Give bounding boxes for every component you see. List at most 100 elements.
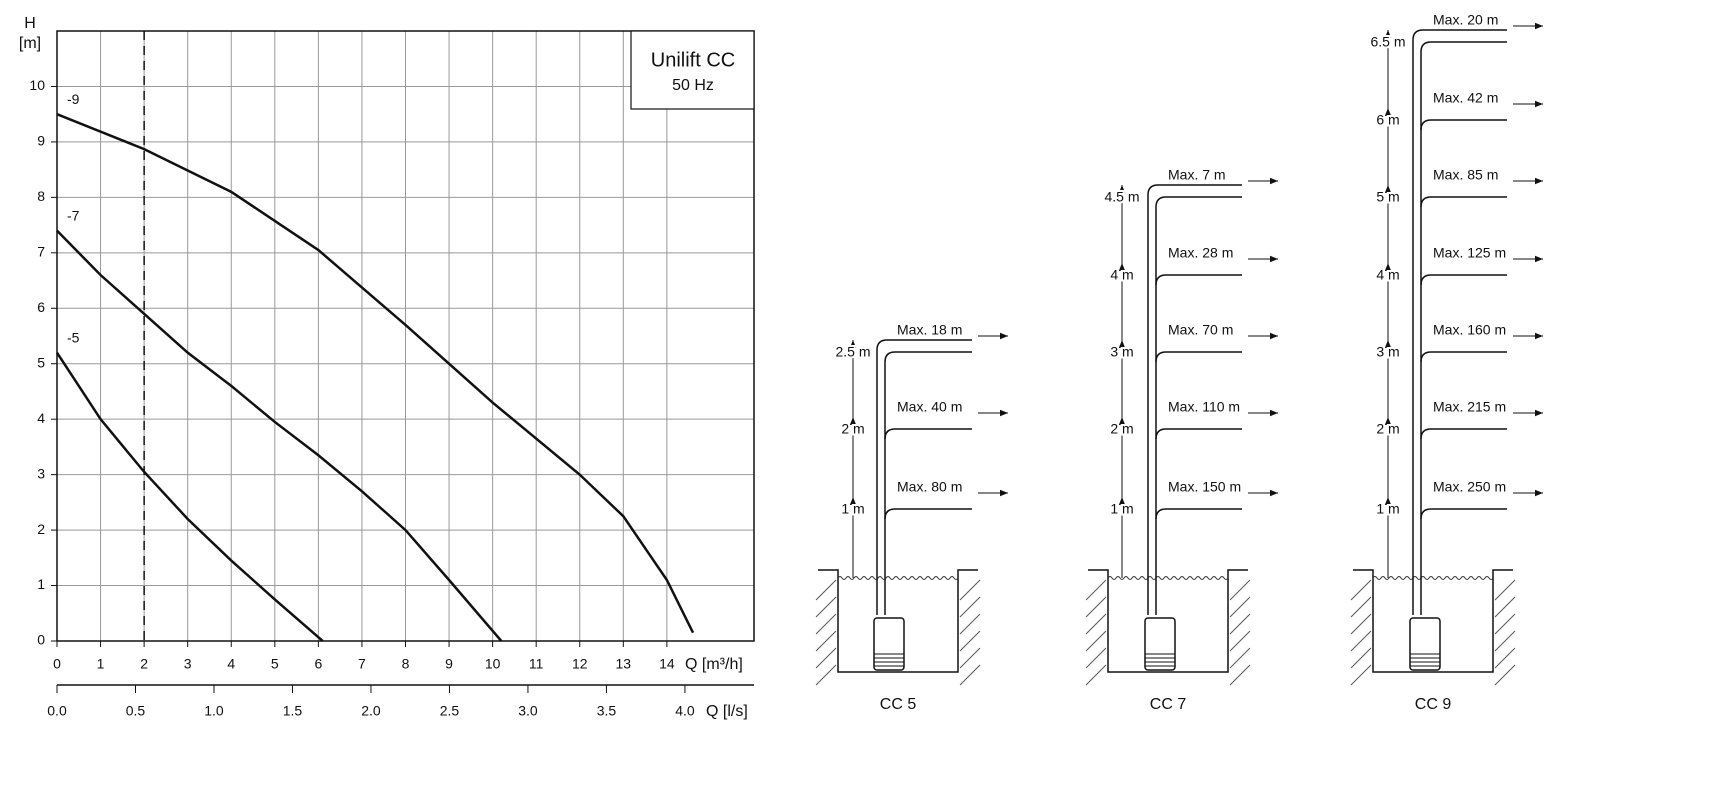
x2-tick-label: 0.0 (47, 703, 67, 719)
y-tick-label: 9 (37, 133, 45, 149)
hatch (1350, 613, 1372, 635)
y-tick-label: 7 (37, 244, 45, 260)
max-length-label: Max. 160 m (1433, 322, 1506, 338)
hatch (1085, 579, 1107, 601)
x-tick-label: 9 (445, 656, 453, 672)
pipe-branch (884, 428, 972, 440)
hatch (815, 579, 837, 601)
pipe-branch (1155, 508, 1242, 520)
hatch (815, 613, 837, 635)
x2-tick-label: 2.5 (440, 703, 460, 719)
hatch (1229, 613, 1251, 635)
x2-tick-label: 2.0 (361, 703, 381, 719)
height-label: 2.5 m (835, 344, 870, 360)
height-label: 1 m (1110, 501, 1133, 517)
y-axis-unit: [m] (19, 35, 41, 52)
y-tick-label: 8 (37, 188, 45, 204)
height-label: 2 m (1376, 421, 1399, 437)
max-length-label: Max. 7 m (1168, 167, 1226, 183)
max-length-label: Max. 28 m (1168, 245, 1233, 261)
hatch (1350, 630, 1372, 652)
curve-label: -7 (67, 207, 80, 223)
pipe-branch (1420, 351, 1507, 363)
max-length-label: Max. 42 m (1433, 90, 1498, 106)
pipe-branch (1420, 508, 1507, 520)
curve (56, 229, 503, 642)
max-length-label: Max. 125 m (1433, 245, 1506, 261)
diagram-label: CC 7 (1150, 696, 1187, 713)
hatch (959, 596, 981, 618)
pit (1088, 569, 1248, 673)
hatch (815, 630, 837, 652)
hatch (1085, 647, 1107, 669)
x-tick-label: 2 (140, 656, 148, 672)
height-label: 3 m (1110, 344, 1133, 360)
y-tick-label: 0 (37, 632, 45, 648)
legend-subtitle: 50 Hz (672, 77, 714, 94)
x-tick-label: 13 (616, 656, 632, 672)
max-length-label: Max. 40 m (897, 399, 962, 415)
y-tick-label: 1 (37, 576, 45, 592)
max-length-label: Max. 250 m (1433, 479, 1506, 495)
hatch (959, 664, 981, 686)
x2-tick-label: 1.5 (283, 703, 303, 719)
x-tick-label: 8 (402, 656, 410, 672)
pump (873, 617, 905, 671)
x-tick-label: 5 (271, 656, 279, 672)
hatch (1229, 664, 1251, 686)
x-tick-label: 0 (53, 656, 61, 672)
x2-tick-label: 3.0 (518, 703, 538, 719)
hatch (1350, 596, 1372, 618)
pipe-branch (1155, 274, 1242, 286)
hatch (1085, 664, 1107, 686)
pit (818, 569, 978, 673)
diagram-label: CC 5 (880, 696, 917, 713)
hatch (1494, 664, 1516, 686)
max-length-label: Max. 20 m (1433, 12, 1498, 28)
hatch (1350, 664, 1372, 686)
hatch (1085, 596, 1107, 618)
x2-tick-label: 4.0 (675, 703, 695, 719)
y-axis-label: H (24, 15, 36, 32)
legend-title: Unilift CC (651, 49, 735, 71)
hatch (1085, 630, 1107, 652)
max-length-label: Max. 215 m (1433, 399, 1506, 415)
height-label: 2 m (1110, 421, 1133, 437)
max-length-label: Max. 150 m (1168, 479, 1241, 495)
pipe-branch (1155, 428, 1242, 440)
water (1372, 576, 1494, 580)
curve-label: -9 (67, 91, 80, 107)
x-axis-label: Q [m³/h] (685, 656, 743, 673)
water (837, 576, 959, 580)
max-length-label: Max. 18 m (897, 322, 962, 338)
x-tick-label: 10 (485, 656, 501, 672)
hatch (1494, 579, 1516, 601)
max-length-label: Max. 110 m (1168, 399, 1240, 415)
height-label: 4.5 m (1104, 189, 1139, 205)
x-tick-label: 1 (97, 656, 105, 672)
height-label: 3 m (1376, 344, 1399, 360)
pipe-branch (1420, 119, 1507, 131)
hatch (1494, 630, 1516, 652)
x-tick-label: 12 (572, 656, 588, 672)
hatch (1229, 647, 1251, 669)
pipe-branch (1420, 196, 1507, 208)
diagram-label: CC 9 (1415, 696, 1452, 713)
max-length-label: Max. 85 m (1433, 167, 1498, 183)
hatch (815, 596, 837, 618)
hatch (1229, 579, 1251, 601)
y-tick-label: 10 (29, 77, 45, 93)
pipe-branch (1155, 196, 1242, 615)
hatch (815, 664, 837, 686)
x2-tick-label: 0.5 (126, 703, 146, 719)
hatch (1494, 596, 1516, 618)
y-tick-label: 5 (37, 354, 45, 370)
pipe-branch (884, 351, 972, 615)
x-tick-label: 7 (358, 656, 366, 672)
hatch (1494, 647, 1516, 669)
pipe (1412, 29, 1507, 615)
hatch (815, 647, 837, 669)
height-label: 6.5 m (1370, 34, 1405, 50)
pipe-branch (1420, 428, 1507, 440)
